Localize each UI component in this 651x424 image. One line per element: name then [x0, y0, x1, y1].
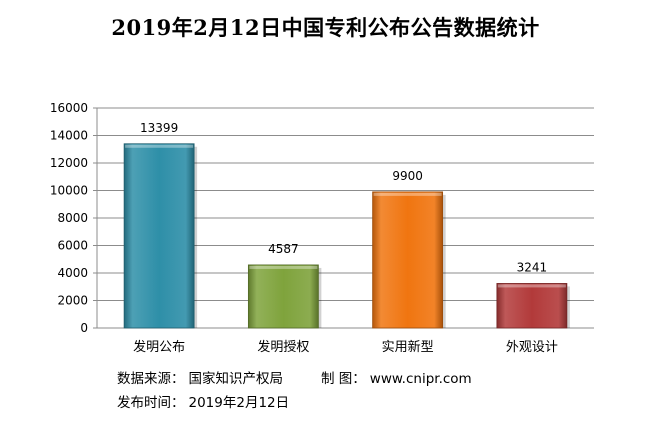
y-tick-label: 14000	[50, 129, 88, 143]
source-label: 数据来源：	[117, 371, 185, 387]
data-label: 4587	[268, 242, 299, 256]
y-tick-label: 16000	[50, 101, 88, 115]
y-tick-label: 2000	[57, 294, 88, 308]
bar-1	[124, 144, 194, 328]
date-label: 发布时间：	[117, 395, 185, 411]
date-value: 2019年2月12日	[189, 395, 290, 411]
data-label: 9900	[392, 169, 423, 183]
bar-highlight	[125, 145, 193, 148]
bar-highlight	[498, 284, 566, 287]
maker-value: www.cnipr.com	[370, 371, 472, 387]
bar-highlight	[374, 193, 442, 196]
footer-row-date: 发布时间：2019年2月12日	[117, 391, 289, 411]
data-label: 3241	[517, 260, 548, 274]
y-tick-label: 4000	[57, 266, 88, 280]
footer-row-source: 数据来源：国家知识产权局 制 图：www.cnipr.com	[117, 367, 472, 387]
bar-2	[248, 265, 318, 328]
data-label: 13399	[140, 121, 178, 135]
bar-4	[497, 283, 567, 328]
y-tick-label: 0	[80, 321, 88, 335]
x-category-label: 发明授权	[257, 339, 309, 355]
y-tick-label: 10000	[50, 184, 88, 198]
maker-label: 制 图：	[321, 371, 366, 387]
y-tick-label: 8000	[57, 211, 88, 225]
bar-highlight	[249, 266, 317, 269]
y-tick-label: 6000	[57, 239, 88, 253]
x-category-label: 实用新型	[382, 339, 434, 355]
y-tick-label: 12000	[50, 156, 88, 170]
bar-3	[373, 192, 443, 328]
x-category-label: 外观设计	[506, 340, 558, 355]
x-category-label: 发明公布	[133, 339, 185, 355]
source-value: 国家知识产权局	[189, 371, 284, 387]
